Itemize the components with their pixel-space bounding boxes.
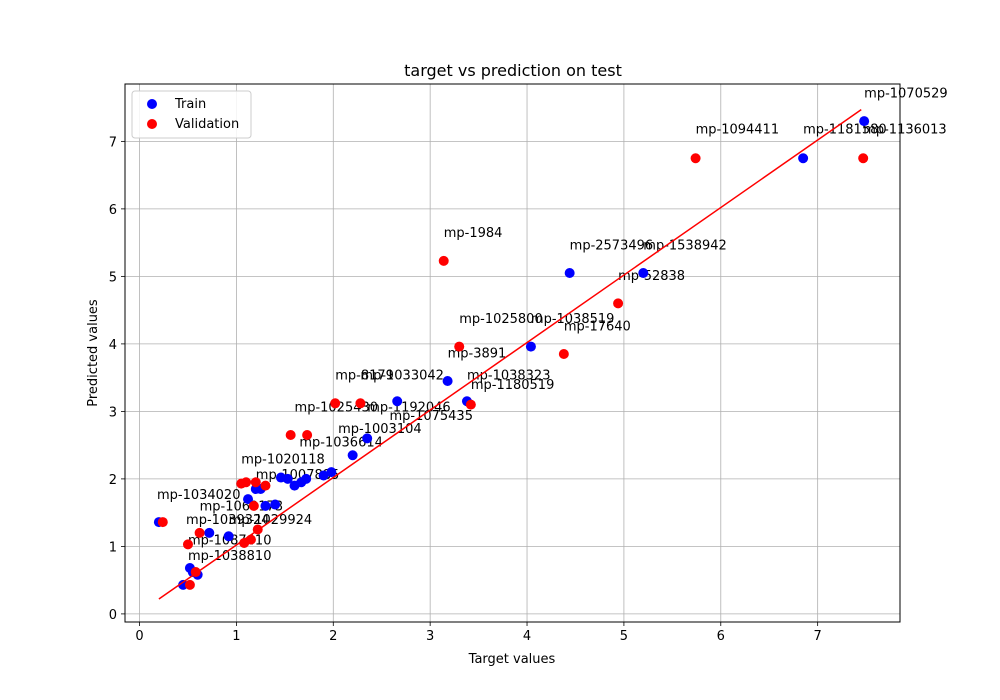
validation-point xyxy=(454,341,465,352)
train-point xyxy=(362,433,373,444)
x-tick-label: 5 xyxy=(620,629,628,644)
y-tick-label: 6 xyxy=(109,203,117,218)
validation-point xyxy=(285,430,296,441)
legend-label-validation: Validation xyxy=(175,117,239,132)
point-label: mp-2573496 xyxy=(570,238,654,253)
validation-point xyxy=(302,430,313,441)
y-tick-label: 5 xyxy=(109,270,117,285)
point-label: mp-1033042 xyxy=(360,369,444,384)
x-tick-label: 0 xyxy=(135,629,143,644)
point-label: mp-8179 xyxy=(335,369,394,384)
train-point xyxy=(326,467,337,478)
validation-point xyxy=(260,480,271,491)
point-label: mp-1538942 xyxy=(643,238,727,253)
train-point xyxy=(275,472,286,483)
train-point xyxy=(798,153,809,164)
validation-point xyxy=(236,478,247,489)
point-label: mp-1034020 xyxy=(157,488,241,503)
point-label: mp-1038519 xyxy=(531,312,615,327)
train-point xyxy=(859,116,870,127)
point-label: mp-1025800 xyxy=(459,312,543,327)
x-tick-label: 7 xyxy=(814,629,822,644)
plot-border xyxy=(124,83,901,623)
validation-point xyxy=(690,153,701,164)
train-point xyxy=(204,527,215,538)
point-label: mp-52838 xyxy=(618,269,685,284)
validation-point xyxy=(558,349,569,360)
legend-marker-validation xyxy=(147,119,157,129)
grid-lines xyxy=(125,84,900,622)
axis-ticks: 0 1 2 3 4 5 6 7 0 1 2 3 4 5 6 7 xyxy=(109,135,822,644)
point-label: mp-1075435 xyxy=(389,409,473,424)
x-tick-label: 6 xyxy=(717,629,725,644)
validation-point xyxy=(613,298,624,309)
train-point xyxy=(525,341,536,352)
x-tick-label: 3 xyxy=(426,629,434,644)
train-point xyxy=(638,268,649,279)
x-tick-label: 4 xyxy=(523,629,531,644)
point-label: mp-1038810 xyxy=(188,549,272,564)
point-label: mp-1181580 xyxy=(803,122,887,137)
validation-point xyxy=(330,398,341,409)
point-label: mp-1003104 xyxy=(338,422,422,437)
point-label: mp-1070529 xyxy=(864,87,948,102)
train-point xyxy=(442,376,453,387)
y-tick-label: 1 xyxy=(109,540,117,555)
point-label: mp-1984 xyxy=(444,226,503,241)
train-point xyxy=(347,450,358,461)
point-label: mp-1136013 xyxy=(863,122,947,137)
y-axis-label: Predicted values xyxy=(86,299,101,407)
point-label: mp-1020118 xyxy=(241,452,325,467)
point-label: mp-1039324 xyxy=(186,513,270,528)
chart-title: target vs prediction on test xyxy=(404,61,622,80)
train-point xyxy=(318,470,329,481)
train-point xyxy=(289,480,300,491)
train-point xyxy=(392,396,403,407)
validation-point xyxy=(157,517,168,528)
x-tick-label: 1 xyxy=(232,629,240,644)
validation-point xyxy=(182,539,193,550)
legend-box xyxy=(131,90,252,139)
legend-label-train: Train xyxy=(174,97,206,112)
fit-line-layer xyxy=(158,109,862,600)
validation-point xyxy=(858,153,869,164)
validation-point xyxy=(250,477,261,488)
point-label: mp-1180519 xyxy=(471,378,555,393)
point-label: mp-1038323 xyxy=(467,369,551,384)
train-point xyxy=(223,531,234,542)
x-tick-label: 2 xyxy=(329,629,337,644)
point-label: mp-1036614 xyxy=(299,435,383,450)
plot-area: mp-1070529 mp-1094411 mp-1181580mp-1136013… xyxy=(109,83,948,644)
point-label: mp-1094411 xyxy=(696,122,780,137)
validation-point xyxy=(184,579,195,590)
validation-point xyxy=(355,398,366,409)
train-point xyxy=(564,268,575,279)
validation-point xyxy=(465,399,476,410)
train-point xyxy=(243,494,254,505)
y-tick-label: 2 xyxy=(109,473,117,488)
point-label: mp-1192046 xyxy=(367,400,451,415)
fit-line xyxy=(158,109,862,600)
point-label: mp-17640 xyxy=(564,319,631,334)
y-tick-label: 0 xyxy=(109,608,117,623)
y-tick-label: 3 xyxy=(109,405,117,420)
legend: Train Validation xyxy=(131,90,252,139)
validation-point xyxy=(194,527,205,538)
y-tick-label: 4 xyxy=(109,338,117,353)
y-tick-label: 7 xyxy=(109,135,117,150)
x-axis-label: Target values xyxy=(468,652,556,667)
legend-marker-train xyxy=(147,99,157,109)
validation-point xyxy=(248,500,259,511)
train-point xyxy=(270,499,281,510)
validation-point xyxy=(438,255,449,266)
train-point xyxy=(260,500,271,511)
